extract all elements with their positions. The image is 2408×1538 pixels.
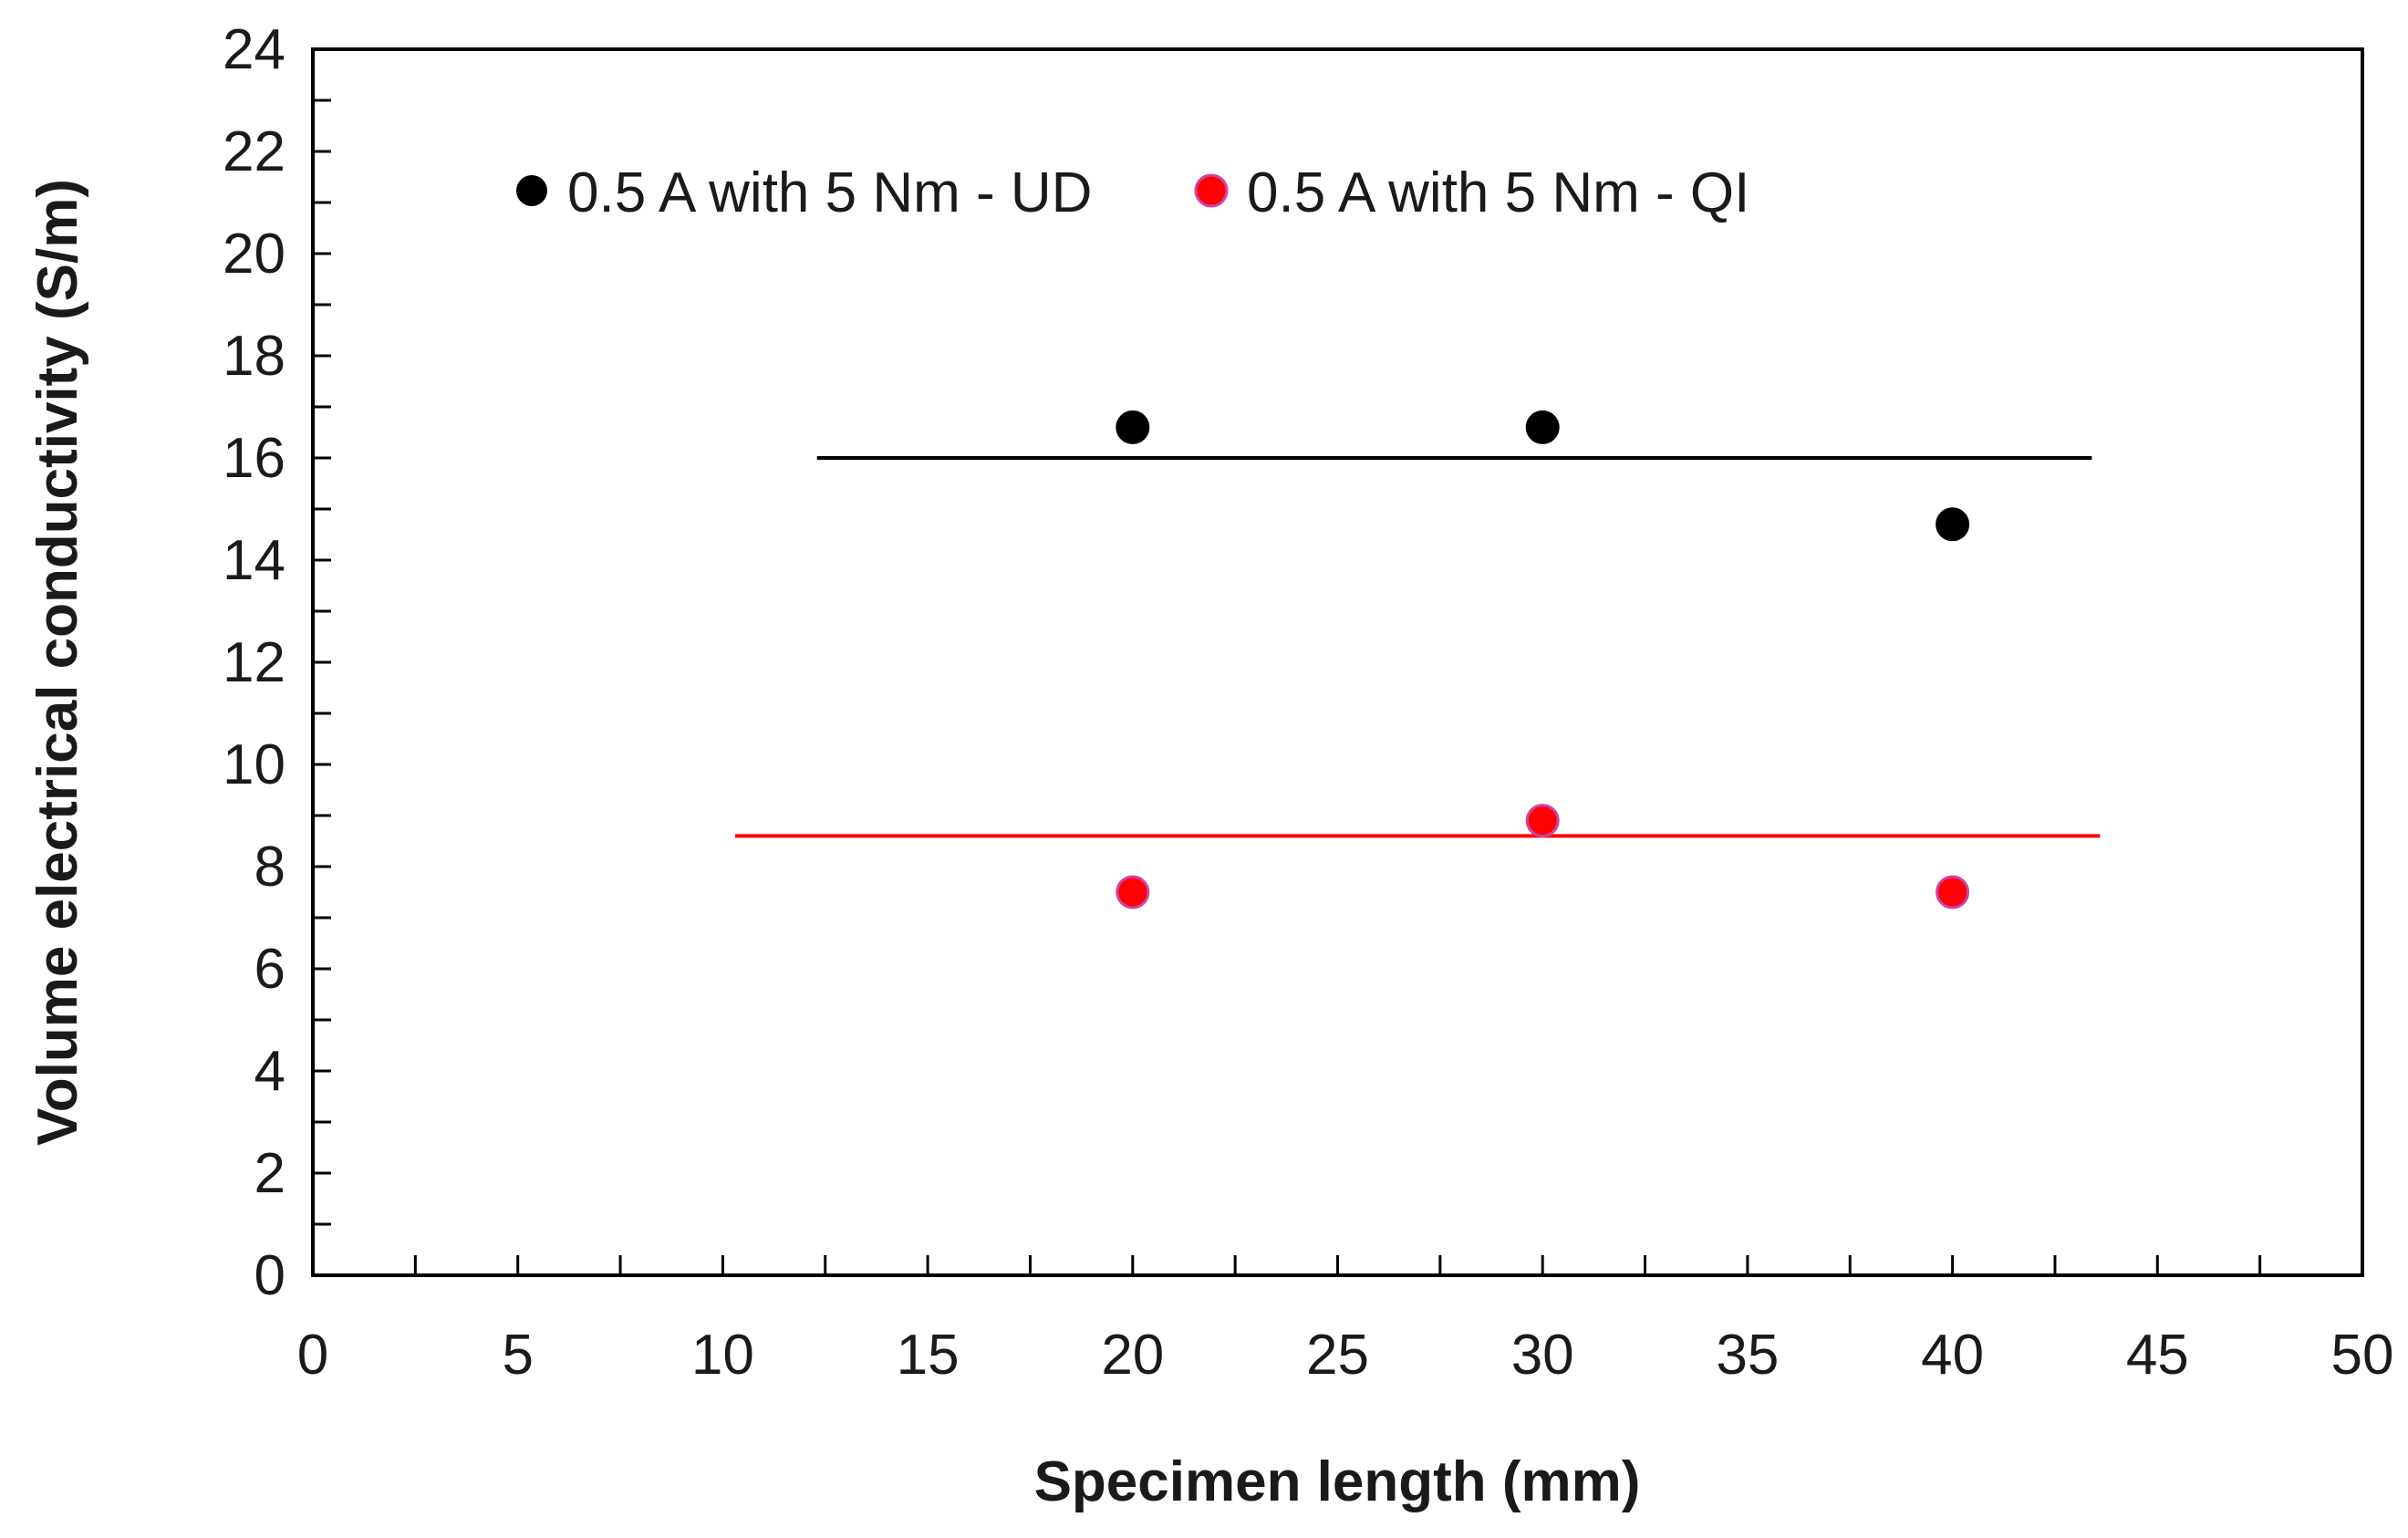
y-tick-label: 16 <box>223 427 285 490</box>
data-point-series-0 <box>1525 410 1560 444</box>
y-tick-label: 20 <box>223 223 285 286</box>
legend-label-qi: 0.5 A with 5 Nm - QI <box>1247 161 1749 224</box>
x-axis-title: Specimen length (mm) <box>1034 1450 1641 1513</box>
legend-label-ud: 0.5 A with 5 Nm - UD <box>567 161 1092 224</box>
x-tick-label: 50 <box>2331 1324 2394 1387</box>
plot-frame <box>311 47 2364 1277</box>
data-point-series-1 <box>1525 804 1560 838</box>
y-tick-label: 2 <box>254 1142 285 1205</box>
y-tick-label: 18 <box>223 325 285 388</box>
x-tick-label: 15 <box>897 1324 960 1387</box>
x-tick-label: 45 <box>2126 1324 2189 1387</box>
data-point-series-0 <box>1936 507 1970 542</box>
data-point-series-0 <box>1116 410 1150 444</box>
data-points <box>1116 410 1970 909</box>
x-tick-label: 35 <box>1716 1324 1779 1387</box>
legend-marker-qi <box>1194 173 1229 208</box>
y-tick-label: 4 <box>254 1040 285 1103</box>
data-point-series-1 <box>1116 875 1150 909</box>
mean-lines <box>734 456 2101 838</box>
y-tick-label: 8 <box>254 836 285 899</box>
x-tick-label: 5 <box>502 1324 533 1387</box>
x-tick-label: 25 <box>1306 1324 1369 1387</box>
y-tick-label: 22 <box>223 120 285 183</box>
y-tick-label: 12 <box>223 631 285 694</box>
x-tick-label: 10 <box>691 1324 754 1387</box>
legend-marker-ud <box>516 175 547 206</box>
x-axis-ticks: 0 5 10 15 20 25 30 35 40 45 50 <box>297 1255 2394 1387</box>
x-tick-label: 30 <box>1511 1324 1574 1387</box>
legend: 0.5 A with 5 Nm - UD 0.5 A with 5 Nm - Q… <box>516 161 1749 224</box>
y-axis-title: Volume electrical conductivity (S/m) <box>26 179 89 1146</box>
y-tick-label: 10 <box>223 733 285 796</box>
y-tick-label: 24 <box>223 18 285 81</box>
y-tick-label: 6 <box>254 938 285 1001</box>
y-tick-label: 14 <box>223 529 285 592</box>
y-tick-label: 0 <box>254 1244 285 1307</box>
x-tick-label: 0 <box>297 1324 328 1387</box>
data-point-series-1 <box>1936 875 1970 909</box>
x-tick-label: 20 <box>1101 1324 1164 1387</box>
x-tick-label: 40 <box>1921 1324 1984 1387</box>
